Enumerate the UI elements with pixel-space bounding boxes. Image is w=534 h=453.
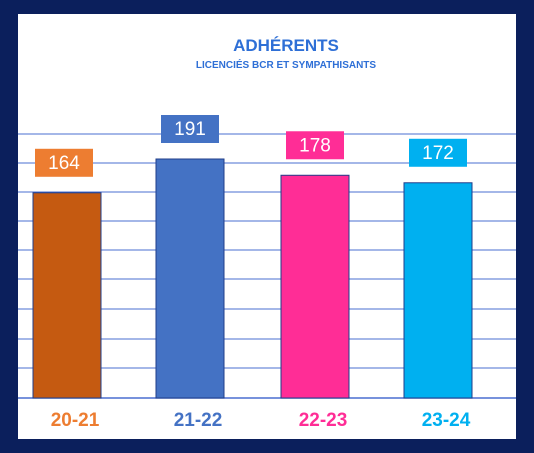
category-label: 22-23 <box>299 410 348 431</box>
value-label-box <box>161 115 219 143</box>
category-label: 21-22 <box>174 410 223 431</box>
category-label: 20-21 <box>51 410 100 431</box>
value-label-box <box>35 148 93 177</box>
bar-21-22 <box>155 158 225 399</box>
value-label: 191 <box>174 119 206 140</box>
value-labels-group: 164 191 178 172 <box>35 115 467 177</box>
bars-group <box>32 158 473 399</box>
chart-subtitle: LICENCIÉS BCR ET SYMPATHISANTS <box>196 58 377 71</box>
value-label: 164 <box>48 153 80 174</box>
value-label-box <box>286 131 344 160</box>
value-label: 178 <box>299 135 331 156</box>
bar-20-21 <box>32 192 102 399</box>
value-label-box <box>409 138 467 167</box>
bar-23-24 <box>403 182 473 399</box>
chart-frame: ADHÉRENTS LICENCIÉS BCR ET SYMPATHISANTS… <box>18 14 516 439</box>
bar-22-23 <box>280 174 350 399</box>
value-label: 172 <box>422 143 454 164</box>
category-label: 23-24 <box>422 410 471 431</box>
bar-chart: ADHÉRENTS LICENCIÉS BCR ET SYMPATHISANTS… <box>18 36 516 431</box>
category-labels-group: 20-21 21-22 22-23 23-24 <box>51 410 471 431</box>
chart-title: ADHÉRENTS <box>233 36 339 55</box>
